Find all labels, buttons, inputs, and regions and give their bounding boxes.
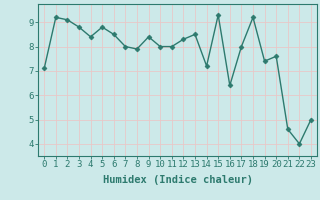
X-axis label: Humidex (Indice chaleur): Humidex (Indice chaleur) xyxy=(103,175,252,185)
